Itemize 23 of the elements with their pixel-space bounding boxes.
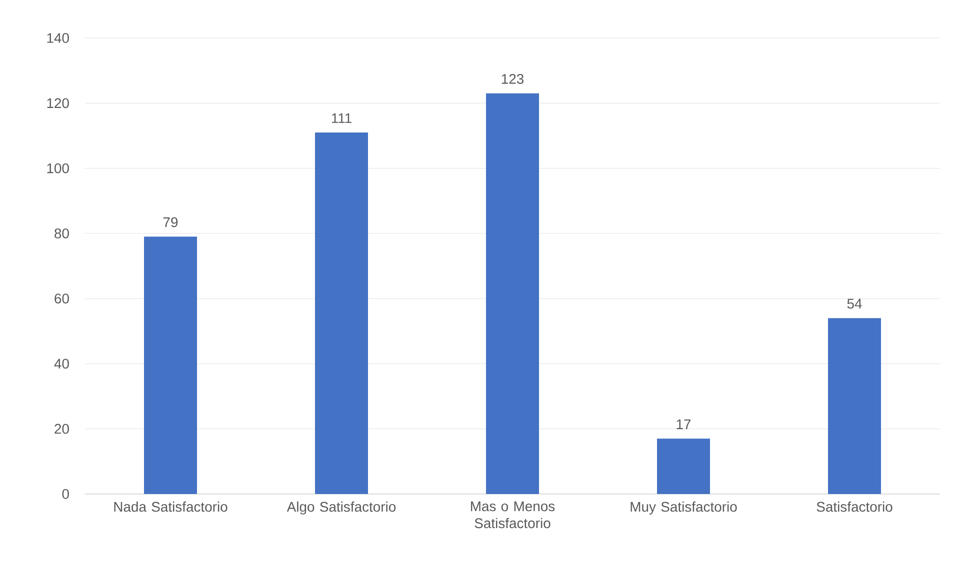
x-tick-label: Muy Satisfactorio [630,502,737,515]
bar [657,438,710,494]
data-label: 17 [676,420,691,430]
y-tick-label: 80 [54,228,69,238]
data-label: 54 [847,298,862,309]
x-tick-label: Algo Satisfactorio [286,502,396,515]
y-tick-label: 40 [54,358,69,369]
data-label: 79 [163,217,178,228]
y-tick-label: 0 [62,489,69,499]
bar [486,93,540,494]
bar [315,132,368,494]
x-tick-label: Nada Satisfactorio [114,502,228,512]
y-tick-label: 20 [54,424,69,434]
data-label: 123 [502,74,524,84]
y-tick-label: 60 [54,294,69,304]
bar [144,236,197,494]
y-tick-label: 120 [47,98,69,108]
x-tick-label: Mas o Menos Satisfactorio [471,502,555,528]
x-tick-label: Satisfactorio [816,502,892,512]
y-tick-label: 140 [47,33,69,43]
bar [828,318,882,494]
data-label: 111 [332,113,352,123]
y-tick-label: 100 [47,163,69,174]
